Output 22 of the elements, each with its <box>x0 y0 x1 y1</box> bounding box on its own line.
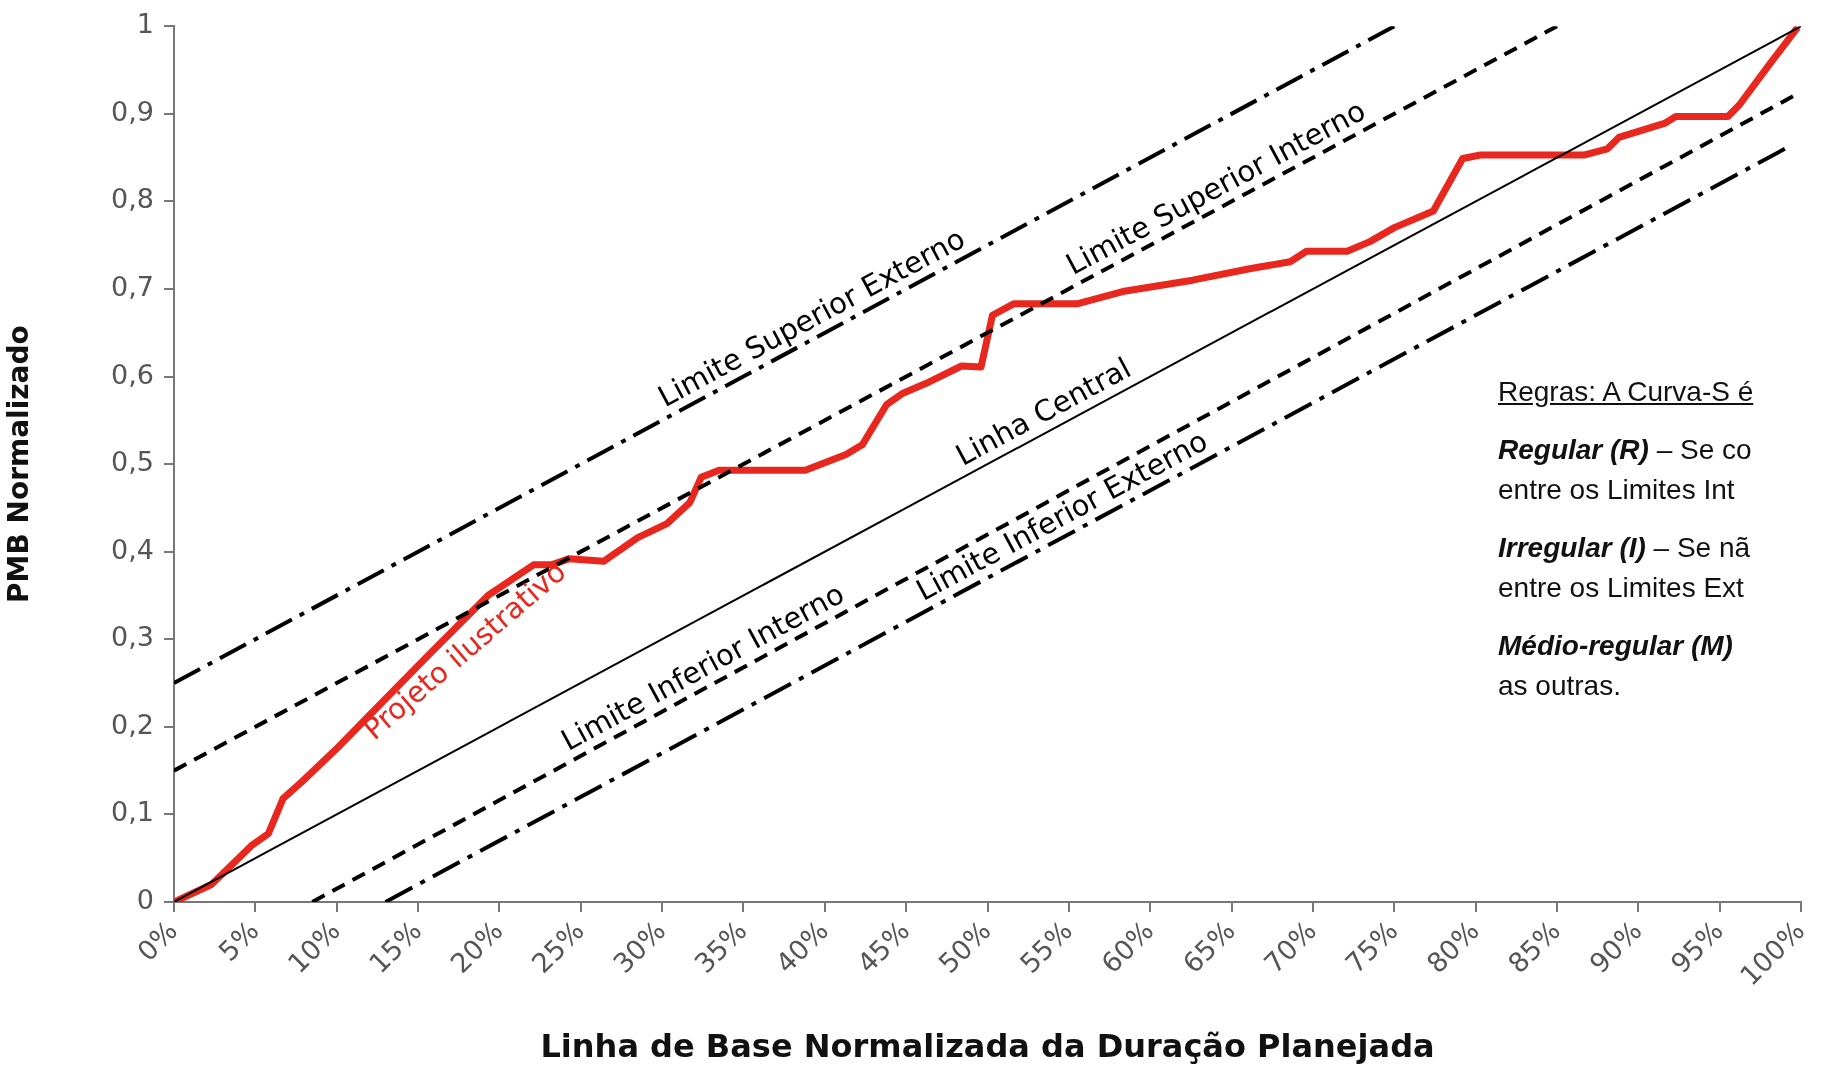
annotation: entre os Limites Ext <box>1498 571 1745 605</box>
y-tick-label: 0,2 <box>111 708 154 740</box>
y-tick-label: 0,6 <box>111 358 154 390</box>
annotation: Médio-regular (M) <box>1498 630 1733 661</box>
x-tick-label: 0% <box>130 914 184 967</box>
y-tick-label: 0,9 <box>111 95 154 127</box>
y-tick-label: 0,5 <box>111 446 154 478</box>
annotation: Irregular (I) – Se nã <box>1498 531 1752 565</box>
y-tick-label: 0 <box>136 884 154 916</box>
annotation: entre os Limites Int <box>1498 473 1736 507</box>
annotation: Regras: A Curva-S é <box>1498 375 1755 409</box>
y-tick-label: 0,4 <box>111 533 154 565</box>
y-tick-label: 0,3 <box>111 621 154 653</box>
y-tick-label: 0,7 <box>111 270 154 302</box>
x-tick-label: 5% <box>212 914 265 967</box>
y-tick-label: 0,1 <box>111 796 154 828</box>
annotation: Regular (R) – Se co <box>1498 433 1753 467</box>
x-axis-title: Linha de Base Normalizada da Duração Planejada <box>540 1027 1435 1066</box>
y-tick-label: 1 <box>136 8 154 40</box>
annotation: as outras. <box>1498 669 1622 703</box>
y-tick-label: 0,8 <box>111 183 154 215</box>
y-axis-title: PMB Normalizado <box>2 325 36 603</box>
